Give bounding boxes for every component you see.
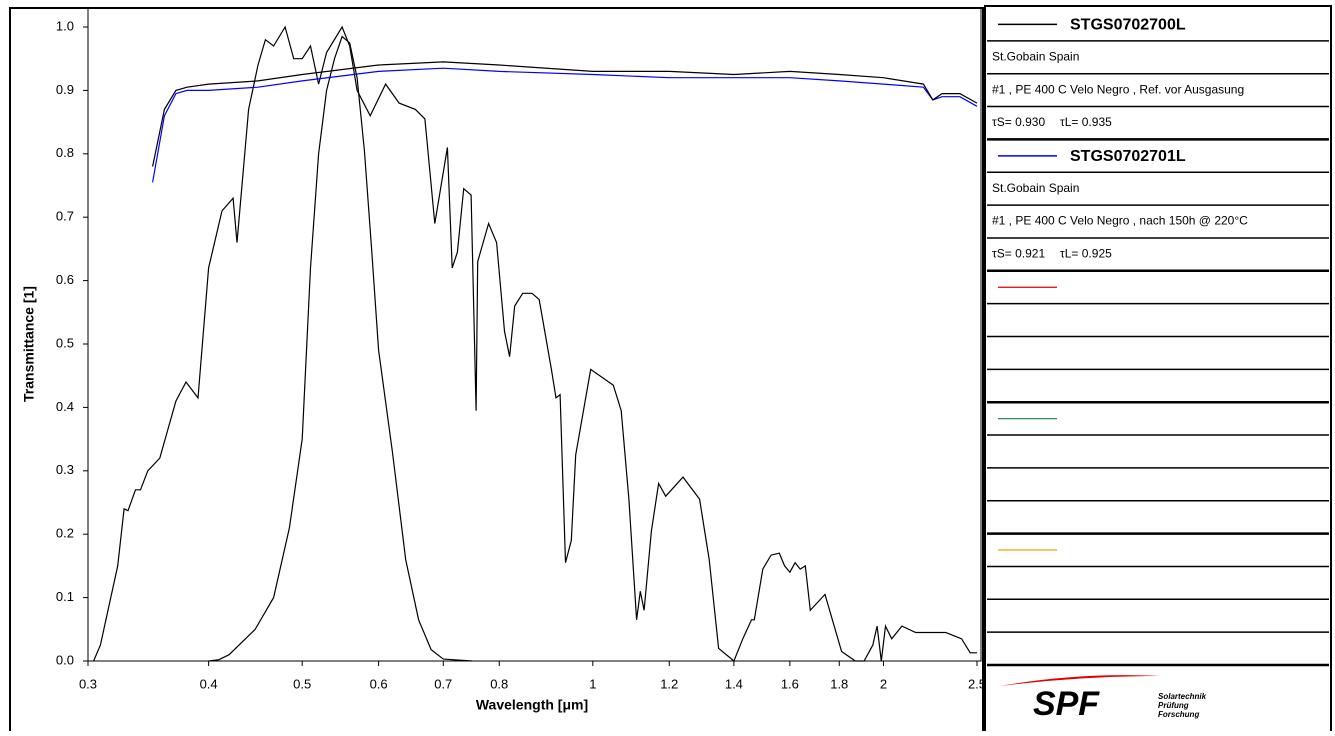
x-axis-label: Wavelength [μm] xyxy=(476,697,588,713)
y-tick-label: 1.0 xyxy=(56,18,74,33)
x-tick-label: 1.6 xyxy=(781,676,799,691)
y-tick-label: 0.4 xyxy=(56,399,74,414)
y-axis-label: Transmittance [1] xyxy=(21,286,37,402)
x-tick-label: 0.5 xyxy=(293,676,311,691)
chart-frame xyxy=(9,7,984,733)
x-tick-label: 0.3 xyxy=(79,676,97,691)
series-line xyxy=(208,35,473,662)
x-tick-label: 1.8 xyxy=(830,676,848,691)
legend-company: St.Gobain Spain xyxy=(992,49,1079,63)
legend-tau-s: τS= 0.930 xyxy=(992,115,1045,129)
y-tick-label: 0.1 xyxy=(56,589,74,604)
y-tick-label: 0.8 xyxy=(56,145,74,160)
legend-description: #1 , PE 400 C Velo Negro , nach 150h @ 2… xyxy=(992,214,1248,228)
plot-area xyxy=(87,7,982,662)
series-line xyxy=(152,61,978,167)
x-tick-label: 0.4 xyxy=(200,676,218,691)
legend-tau-l: τL= 0.935 xyxy=(1060,115,1112,129)
y-tick-label: 0.2 xyxy=(56,526,74,541)
x-tick-label: 2.5 xyxy=(968,676,986,691)
x-tick-label: 0.8 xyxy=(490,676,508,691)
legend-description: #1 , PE 400 C Velo Negro , Ref. vor Ausg… xyxy=(992,82,1244,96)
y-tick-label: 0.9 xyxy=(56,82,74,97)
x-tick-label: 1 xyxy=(589,676,596,691)
series-line xyxy=(93,25,977,662)
logo-text: SPF xyxy=(1033,685,1100,723)
x-tick-label: 1.2 xyxy=(660,676,678,691)
legend-name: STGS0702701L xyxy=(1070,148,1186,165)
x-tick-label: 0.6 xyxy=(370,676,388,691)
logo-line: Prüfung xyxy=(1158,701,1189,710)
y-tick-label: 0.7 xyxy=(56,209,74,224)
logo-line: Forschung xyxy=(1158,710,1199,719)
x-tick-label: 0.7 xyxy=(434,676,452,691)
legend-tau-l: τL= 0.925 xyxy=(1060,247,1112,261)
x-tick-label: 2 xyxy=(880,676,887,691)
y-tick-label: 0.5 xyxy=(56,335,74,350)
legend-company: St.Gobain Spain xyxy=(992,181,1079,195)
y-tick-label: 0.3 xyxy=(56,462,74,477)
y-tick-label: 0.0 xyxy=(56,652,74,667)
x-tick-label: 1.4 xyxy=(725,676,743,691)
y-tick-label: 0.6 xyxy=(56,272,74,287)
legend-tau-s: τS= 0.921 xyxy=(992,247,1045,261)
legend-name: STGS0702700L xyxy=(1070,17,1186,34)
logo-line: Solartechnik xyxy=(1158,692,1207,701)
logo-swoosh xyxy=(1000,675,1160,686)
